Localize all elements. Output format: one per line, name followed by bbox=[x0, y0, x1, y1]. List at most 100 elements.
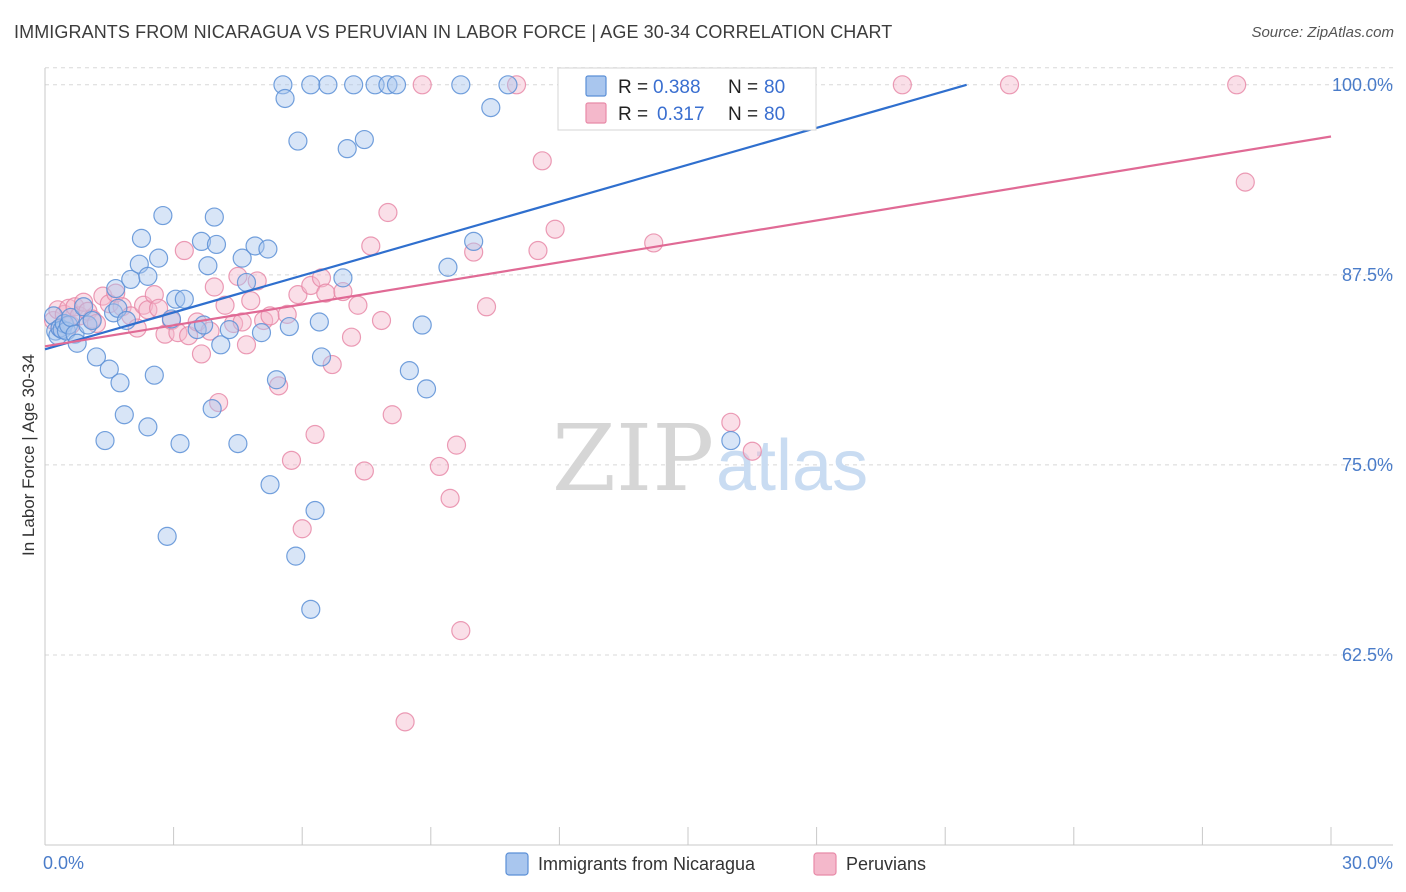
peruvians-point bbox=[241, 291, 261, 311]
nicaragua-point bbox=[311, 347, 332, 367]
legend-n-label-1: N = bbox=[728, 77, 758, 98]
nicaragua-point bbox=[144, 365, 164, 385]
nicaragua-trend-line bbox=[44, 83, 967, 351]
peruvians-point bbox=[446, 435, 467, 455]
nicaragua-point bbox=[481, 98, 501, 118]
y-tick-label: 87.5% bbox=[1342, 265, 1393, 285]
legend-item-nicaragua-swatch bbox=[505, 852, 529, 876]
peruvians-point bbox=[281, 450, 302, 470]
nicaragua-point bbox=[318, 75, 338, 95]
nicaragua-point bbox=[99, 359, 119, 379]
nicaragua-point bbox=[386, 75, 407, 95]
nicaragua-point bbox=[305, 500, 325, 521]
peruvians-point bbox=[305, 424, 325, 445]
peruvians-point bbox=[1235, 172, 1255, 192]
peruvians-point bbox=[73, 292, 94, 312]
nicaragua-point bbox=[228, 434, 248, 454]
peruvians-point bbox=[277, 304, 297, 324]
nicaragua-point bbox=[344, 75, 364, 95]
nicaragua-point bbox=[275, 88, 295, 109]
nicaragua-point bbox=[191, 231, 212, 252]
nicaragua-point bbox=[206, 234, 227, 255]
nicaragua-points bbox=[43, 75, 741, 619]
nicaragua-point bbox=[202, 399, 222, 419]
peruvians-point bbox=[378, 202, 398, 223]
legend-r-value-1: 0.388 bbox=[653, 77, 701, 98]
peruvians-point bbox=[999, 75, 1020, 95]
nicaragua-point bbox=[416, 379, 437, 399]
nicaragua-point bbox=[451, 75, 471, 95]
peruvians-points bbox=[43, 75, 1255, 732]
nicaragua-point bbox=[219, 319, 239, 340]
peruvians-point bbox=[451, 621, 471, 641]
legend-r-label-1: R = bbox=[618, 77, 648, 98]
peruvians-point bbox=[348, 295, 368, 315]
nicaragua-point bbox=[301, 599, 321, 619]
nicaragua-point bbox=[232, 248, 252, 268]
peruvians-point bbox=[464, 242, 484, 262]
peruvians-point bbox=[528, 240, 548, 261]
y-tick-label: 75.0% bbox=[1342, 455, 1393, 475]
watermark-zip: ZIP bbox=[552, 405, 714, 512]
nicaragua-point bbox=[67, 333, 87, 353]
peruvians-point bbox=[341, 327, 362, 347]
peruvians-point bbox=[316, 283, 336, 303]
watermark: ZIP atlas bbox=[552, 405, 868, 512]
peruvians-point bbox=[215, 295, 235, 315]
nicaragua-point bbox=[309, 312, 329, 332]
nicaragua-point bbox=[333, 268, 353, 288]
nicaragua-point bbox=[174, 289, 194, 309]
nicaragua-point bbox=[258, 239, 278, 259]
peruvians-point bbox=[721, 412, 741, 432]
nicaragua-point bbox=[170, 434, 190, 454]
peruvians-trend-line bbox=[44, 135, 1332, 348]
legend-n-value-2: 80 bbox=[764, 104, 785, 125]
peruvians-point bbox=[742, 441, 762, 461]
peruvians-point bbox=[191, 344, 212, 364]
nicaragua-point bbox=[412, 315, 432, 335]
source-label: Source: ZipAtlas.com bbox=[1251, 24, 1394, 41]
legend-swatch-nicaragua bbox=[585, 75, 607, 97]
peruvians-point bbox=[476, 297, 497, 317]
legend-swatch-peruvians bbox=[585, 102, 607, 124]
series-legend: Immigrants from Nicaragua Peruvians bbox=[505, 852, 926, 876]
peruvians-point bbox=[395, 712, 415, 732]
y-axis-title: In Labor Force | Age 30-34 bbox=[19, 354, 38, 556]
watermark-atlas: atlas bbox=[716, 426, 868, 506]
nicaragua-point bbox=[279, 316, 299, 337]
legend-r-label-2: R = bbox=[618, 104, 648, 125]
legend-item-peruvians-swatch bbox=[813, 852, 837, 876]
nicaragua-point bbox=[354, 129, 374, 150]
nicaragua-point bbox=[110, 373, 130, 393]
peruvians-point bbox=[361, 236, 381, 256]
peruvians-point bbox=[382, 405, 402, 425]
x-tick-max: 30.0% bbox=[1342, 853, 1393, 873]
peruvians-point bbox=[532, 151, 552, 171]
nicaragua-point bbox=[399, 361, 419, 381]
peruvians-point bbox=[440, 488, 460, 508]
peruvians-point bbox=[174, 240, 194, 261]
peruvians-point bbox=[322, 354, 342, 375]
peruvians-point bbox=[301, 275, 321, 296]
peruvians-point bbox=[292, 519, 312, 539]
nicaragua-point bbox=[260, 475, 280, 495]
nicaragua-point bbox=[138, 266, 158, 286]
nicaragua-point bbox=[95, 430, 115, 451]
peruvians-point bbox=[204, 277, 224, 297]
legend-n-label-2: N = bbox=[728, 104, 758, 125]
peruvians-point bbox=[412, 75, 432, 95]
correlation-legend: R = 0.388 N = 80 R = 0.317 N = 80 bbox=[557, 67, 817, 131]
nicaragua-point bbox=[204, 207, 224, 227]
nicaragua-point bbox=[301, 75, 321, 95]
nicaragua-point bbox=[138, 417, 158, 437]
nicaragua-point bbox=[438, 257, 458, 277]
axes bbox=[44, 68, 1393, 846]
peruvians-point bbox=[545, 219, 565, 239]
peruvians-point bbox=[371, 310, 392, 331]
nicaragua-point bbox=[464, 231, 484, 252]
chart-title: IMMIGRANTS FROM NICARAGUA VS PERUVIAN IN… bbox=[14, 22, 893, 42]
peruvians-point bbox=[354, 461, 374, 481]
y-tick-labels: 62.5% 75.0% 87.5% 100.0% bbox=[1332, 75, 1393, 665]
nicaragua-point bbox=[148, 248, 169, 268]
